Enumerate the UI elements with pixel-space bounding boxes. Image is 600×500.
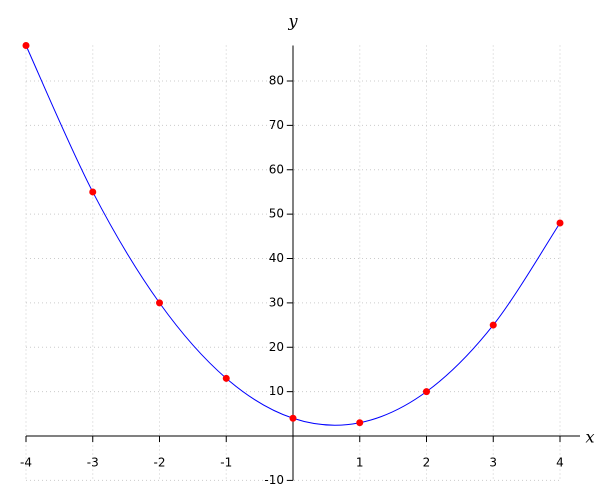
x-tick-label: 4 <box>556 456 564 470</box>
x-tick-label: -1 <box>220 456 232 470</box>
curve <box>25 45 561 426</box>
y-tick-label: -10 <box>264 473 284 487</box>
x-axis-label: x <box>585 428 594 447</box>
x-tick-label: 2 <box>423 456 431 470</box>
y-tick-label: 50 <box>269 207 284 221</box>
data-point <box>156 299 163 307</box>
y-tick-label: 40 <box>269 251 284 265</box>
data-point <box>489 321 497 329</box>
data-point <box>222 374 230 382</box>
data-point <box>356 419 364 427</box>
y-tick-label: 10 <box>269 384 284 398</box>
data-point <box>22 42 30 49</box>
data-point <box>289 414 297 422</box>
y-axis-label: y <box>287 12 298 31</box>
data-point <box>89 188 97 196</box>
data-point <box>423 388 430 396</box>
y-tick-label: 20 <box>269 340 284 354</box>
x-tick-label: -2 <box>154 456 166 470</box>
x-tick-label: -4 <box>20 456 32 470</box>
y-tick-label: 30 <box>269 295 284 309</box>
y-tick-label: 70 <box>269 118 284 132</box>
x-tick-label: 1 <box>356 456 364 470</box>
x-tick-label: -3 <box>87 456 99 470</box>
x-tick-label: 3 <box>489 456 497 470</box>
y-tick-label: 60 <box>269 162 284 176</box>
data-point <box>556 219 564 227</box>
y-tick-label: 80 <box>269 74 284 88</box>
